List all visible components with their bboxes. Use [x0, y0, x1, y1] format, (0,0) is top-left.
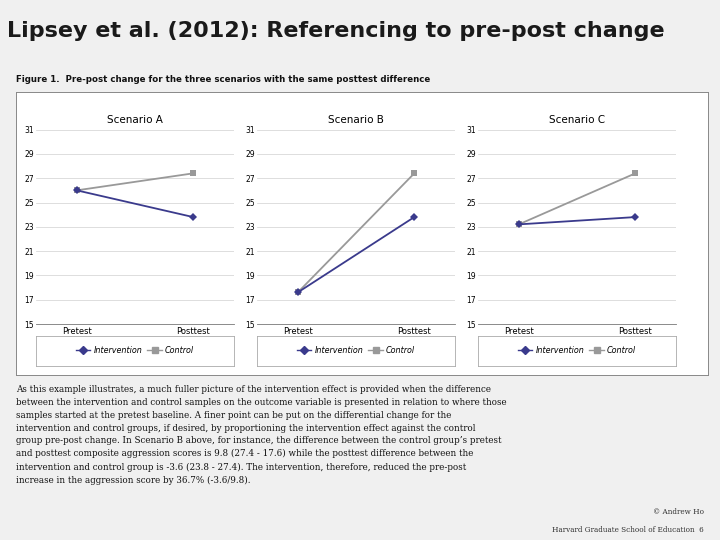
Title: Scenario B: Scenario B — [328, 114, 384, 125]
Text: Lipsey et al. (2012): Referencing to pre-post change: Lipsey et al. (2012): Referencing to pre… — [7, 21, 665, 41]
Legend: Intervention, Control: Intervention, Control — [73, 343, 197, 359]
Title: Scenario C: Scenario C — [549, 114, 605, 125]
Legend: Intervention, Control: Intervention, Control — [294, 343, 418, 359]
Text: As this example illustrates, a much fuller picture of the intervention effect is: As this example illustrates, a much full… — [16, 385, 506, 484]
Text: © Andrew Ho: © Andrew Ho — [653, 508, 704, 516]
Text: Harvard Graduate School of Education  6: Harvard Graduate School of Education 6 — [552, 525, 704, 534]
Text: Figure 1.  Pre-post change for the three scenarios with the same posttest differ: Figure 1. Pre-post change for the three … — [16, 75, 430, 84]
Legend: Intervention, Control: Intervention, Control — [515, 343, 639, 359]
Title: Scenario A: Scenario A — [107, 114, 163, 125]
